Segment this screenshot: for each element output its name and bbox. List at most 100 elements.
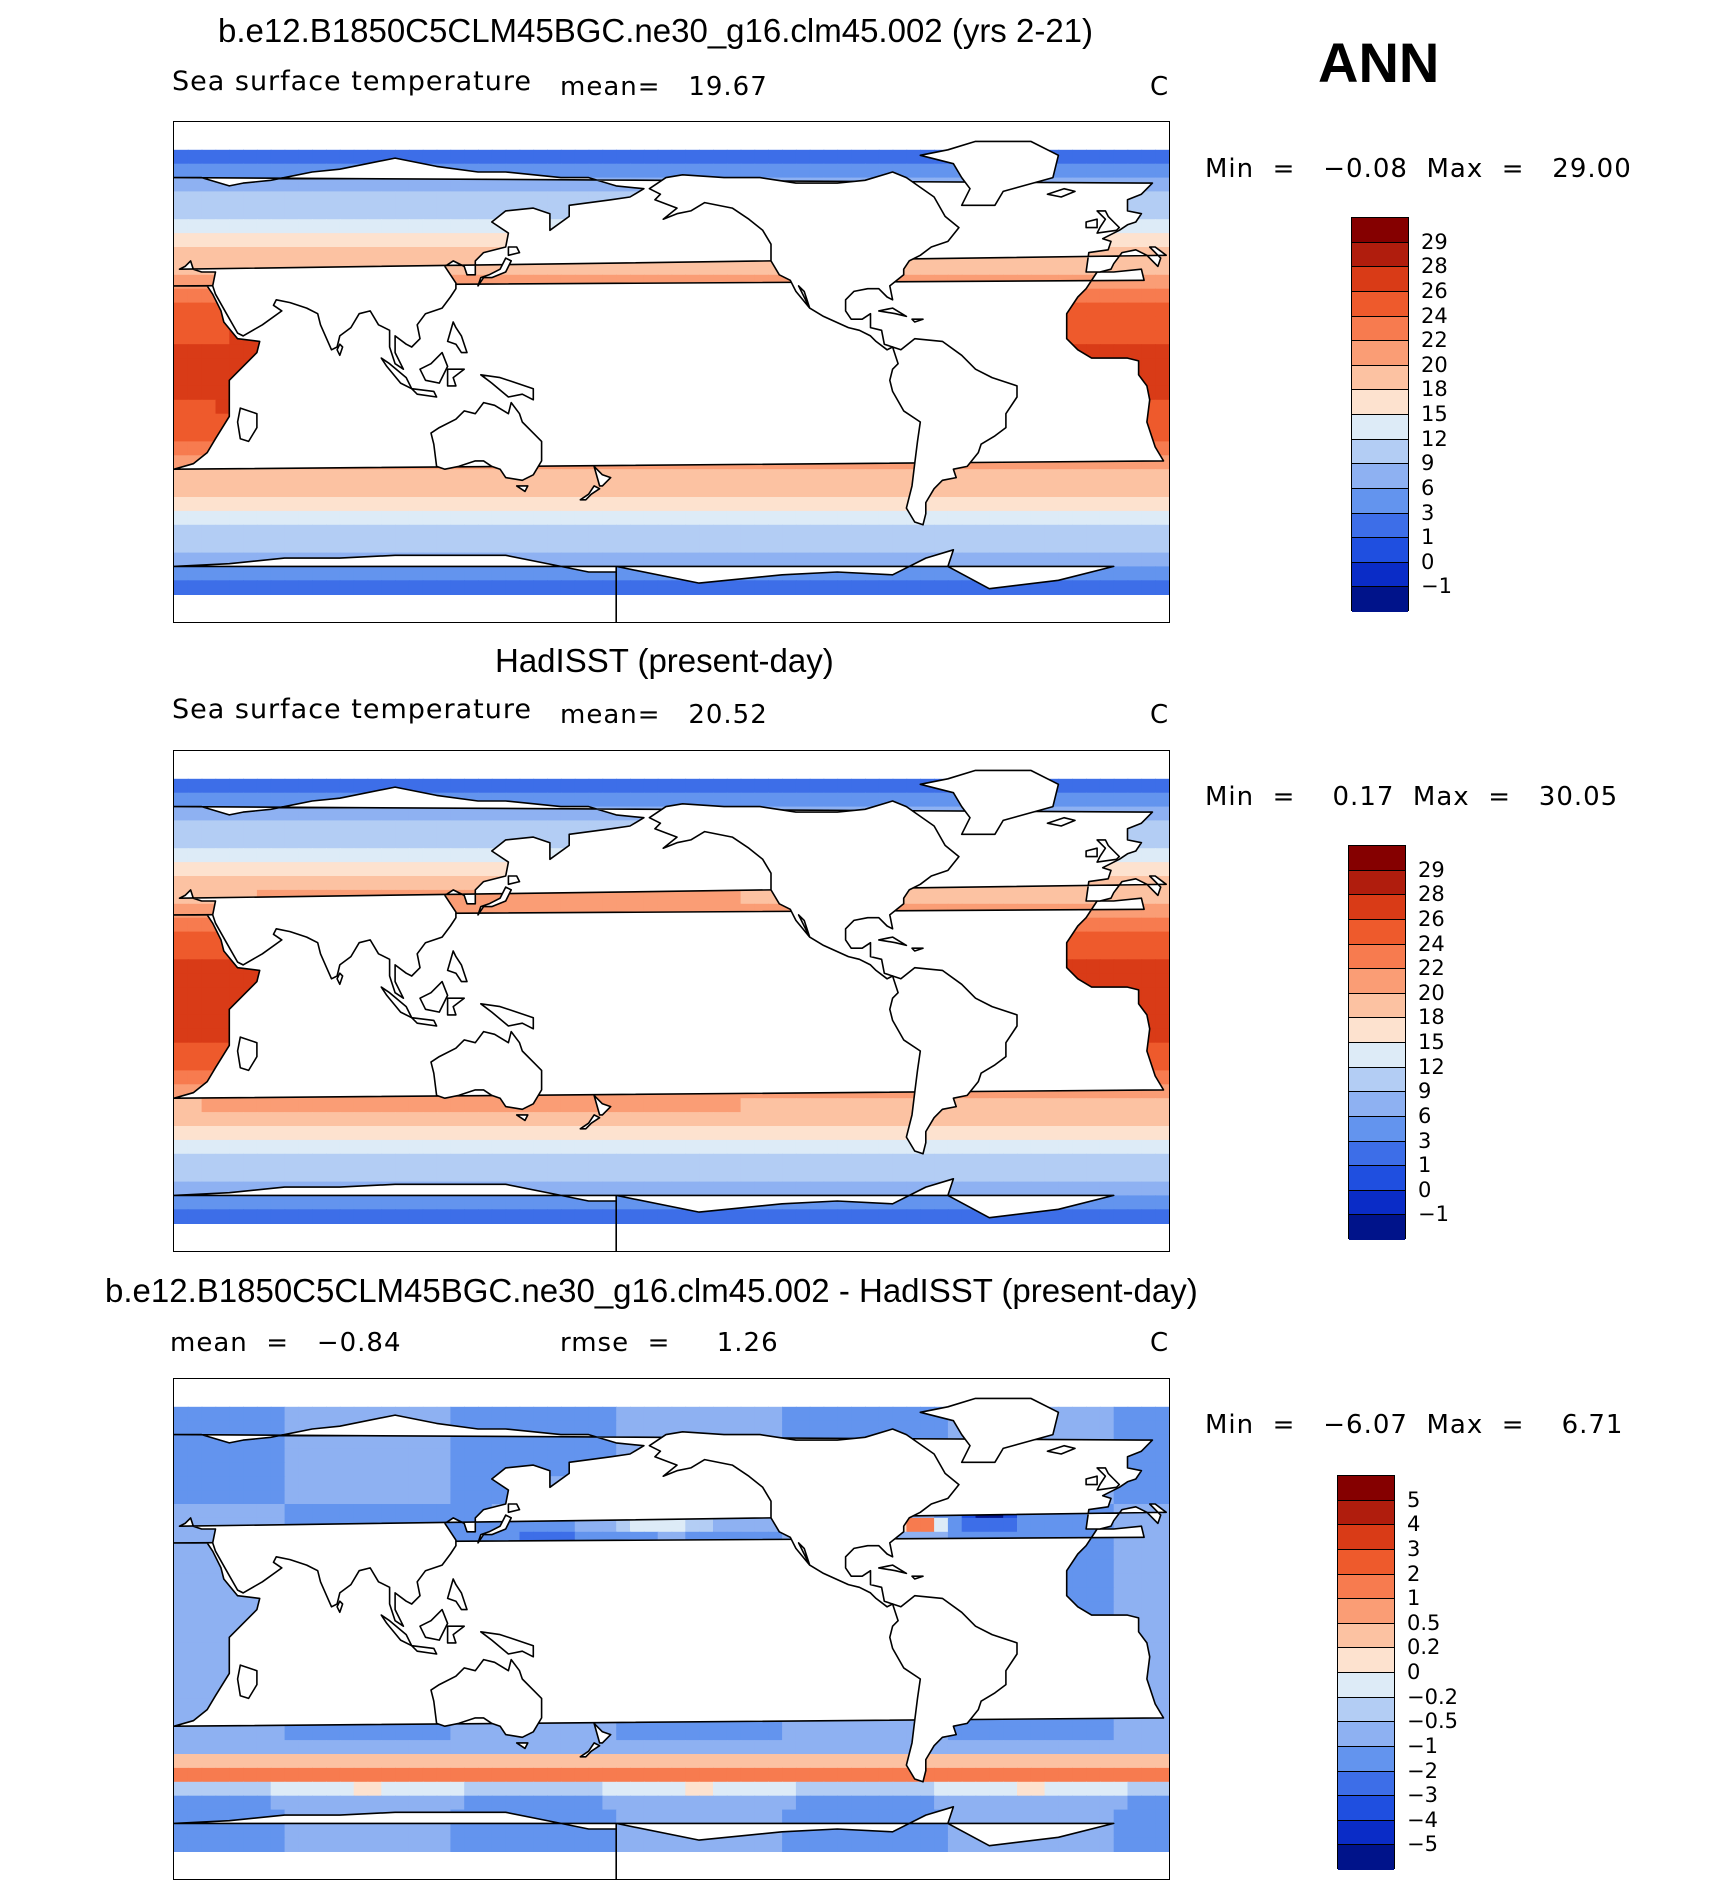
land-outline [878,307,908,318]
colorbar-tick-label: 6 [1421,475,1435,500]
colorbar-swatch [1352,242,1408,268]
colorbar-swatch [1352,390,1408,415]
colorbar-tick-label: 20 [1418,980,1445,1005]
land-outline [878,1564,908,1575]
land-outline [1046,187,1076,198]
colorbar-swatch [1338,1476,1394,1501]
land-outline [477,257,512,287]
colorbar-tick-label: 15 [1418,1030,1445,1054]
colorbar-tick-label: 28 [1421,254,1448,279]
colorbar-swatch [1338,1549,1394,1575]
colorbar-swatch [1352,415,1408,440]
land-outline [515,1742,529,1750]
min-max-label: Min = −6.07 Max = 6.71 [1205,1410,1624,1440]
sst-diff-map [173,1378,1170,1880]
units-label: C [1150,700,1170,730]
colorbar-swatch [1338,1623,1394,1649]
land-outline [889,337,1018,526]
land-outline [593,1094,612,1116]
colorbar-swatch [1338,1746,1394,1772]
colorbar-tick-label: 1 [1418,1153,1432,1178]
land-outline [236,1664,258,1700]
colorbar-tick-label: 12 [1421,426,1448,451]
variable-label: Sea surface temperature [172,66,532,97]
colorbar-tick-label: 18 [1421,377,1448,402]
sst-map [173,750,1170,1252]
land-outline [889,966,1018,1155]
colorbar-tick-label: 3 [1407,1536,1421,1561]
land-outline [507,875,521,886]
land-outline [648,800,960,980]
land-outline [419,1608,449,1641]
colorbar-swatch [1338,1574,1394,1600]
colorbar-swatch [1349,919,1405,945]
colorbar-swatch [1349,1092,1405,1117]
land-outline [446,950,468,983]
colorbar-tick-label: 18 [1418,1005,1445,1030]
colorbar-tick-label: 22 [1421,328,1448,353]
colorbar-tick-label: 1 [1407,1586,1421,1611]
colorbar-swatch [1349,1043,1405,1068]
land-outline [336,343,344,357]
colorbar-tick-label: 3 [1418,1128,1432,1153]
colorbar-swatch [1349,870,1405,896]
colorbar-swatch [1349,1141,1405,1167]
colorbar-swatch [1338,1845,1394,1870]
season-label: ANN [1318,31,1440,94]
land-outline [446,368,465,387]
colorbar-swatch [1338,1599,1394,1624]
colorbar-swatch [1349,846,1405,871]
land-outline [446,997,465,1016]
land-outline [1085,1475,1098,1486]
colorbar-tick-label: −3 [1407,1783,1438,1808]
colorbar-swatch [1349,1166,1405,1191]
variable-label: Sea surface temperature [172,694,532,725]
colorbar-swatch [1338,1648,1394,1673]
colorbar-tick-label: 15 [1421,402,1448,426]
land-outline [446,1578,468,1611]
land-outline [480,1631,535,1658]
colorbar-swatch [1352,513,1408,539]
land-outline [480,374,535,401]
colorbar-swatch [1338,1820,1394,1846]
land-outline [236,407,258,443]
land-outline [174,1806,1115,1879]
units-label: C [1150,1328,1170,1358]
land-outline [579,1742,601,1758]
colorbar-tick-label: −4 [1407,1807,1438,1832]
colorbar-tick-label: −2 [1407,1758,1438,1783]
land-outline [480,1003,535,1030]
colorbar-tick-label: 4 [1407,1512,1421,1537]
colorbar-swatch [1349,969,1405,994]
min-max-label: Min = 0.17 Max = 30.05 [1205,782,1619,812]
colorbar-swatch [1349,1067,1405,1093]
land-outline [515,1114,529,1122]
colorbar-tick-label: 9 [1418,1079,1432,1104]
land-outline [911,947,924,952]
sst-map [173,121,1170,623]
land-outline [919,769,1060,836]
land-outline [1096,1467,1121,1491]
colorbar-tick-label: 29 [1418,857,1445,882]
colorbar-swatch [1352,464,1408,489]
panel-title: b.e12.B1850C5CLM45BGC.ne30_g16.clm45.002… [218,12,1094,49]
colorbar [1351,217,1409,612]
land-outline [477,886,512,916]
colorbar [1348,845,1406,1240]
colorbar-tick-label: 26 [1418,906,1445,931]
panel-title: b.e12.B1850C5CLM45BGC.ne30_g16.clm45.002… [105,1272,1198,1309]
colorbar-tick-label: 5 [1407,1487,1421,1512]
land-outline [515,485,529,493]
colorbar-tick-label: 0 [1421,549,1435,574]
colorbar-tick-label: 9 [1421,451,1435,476]
land-outline [446,1625,465,1644]
land-outline [1085,218,1098,229]
colorbar-swatch [1338,1697,1394,1723]
colorbar [1337,1475,1395,1870]
land-outline [579,485,601,501]
land-outline [174,1178,1115,1251]
colorbar-swatch [1352,488,1408,514]
land-outline [430,1030,543,1111]
land-outline [1046,816,1076,827]
land-outline [579,1114,601,1130]
